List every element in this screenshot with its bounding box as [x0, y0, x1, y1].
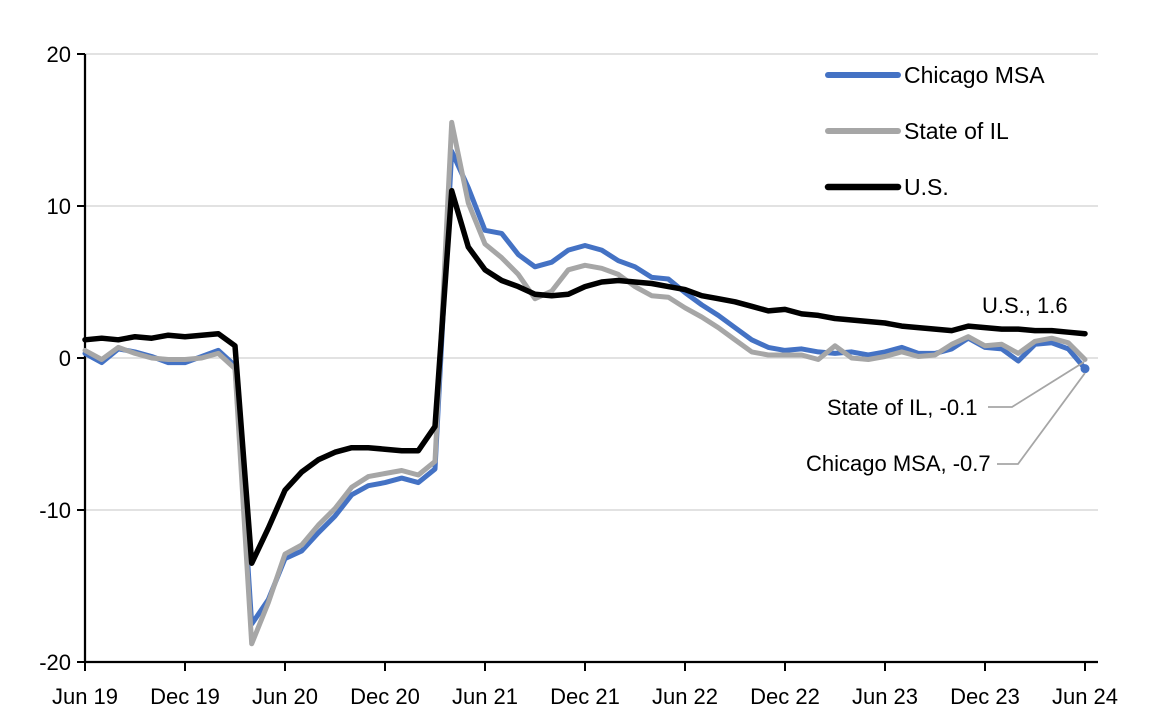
annotation-leader-chicago	[997, 372, 1086, 465]
series-end-dot-chicago-msa	[1080, 364, 1090, 374]
x-axis-label: Jun 22	[652, 684, 718, 709]
x-axis-label: Dec 19	[150, 684, 220, 709]
x-axis-label: Jun 19	[52, 684, 118, 709]
legend-item-u-s: U.S.	[824, 174, 949, 200]
series-line-state-of-il	[82, 119, 1088, 647]
axes: 20 10 0 -10 -20 Jun 19 Dec 19 Jun 20 Dec 20 Jun 2…	[39, 42, 1118, 709]
gridlines	[85, 53, 1098, 511]
legend-item-state-of-il: State of IL	[825, 118, 1009, 144]
x-axis-label: Dec 22	[750, 684, 820, 709]
series-lines	[82, 119, 1090, 647]
y-axis-label: -10	[39, 498, 71, 523]
x-axis-label: Jun 23	[852, 684, 918, 709]
legend-label-u-s: U.S.	[904, 174, 949, 200]
y-axis-label: 20	[47, 42, 71, 67]
x-axis-label: Dec 20	[350, 684, 420, 709]
legend-item-chicago-msa: Chicago MSA	[825, 62, 1045, 88]
legend-label-chicago-msa: Chicago MSA	[904, 62, 1045, 88]
annotations: U.S., 1.6 State of IL, -0.1 Chicago MSA, -…	[806, 293, 1086, 476]
x-axis-label: Dec 21	[550, 684, 620, 709]
x-axis-label: Dec 23	[950, 684, 1020, 709]
x-axis-label: Jun 20	[252, 684, 318, 709]
y-axis-label: 0	[59, 346, 71, 371]
y-axis-label: 10	[47, 194, 71, 219]
y-axis-label: -20	[39, 650, 71, 675]
x-axis-label: Jun 21	[452, 684, 518, 709]
x-axis-label: Jun 24	[1052, 684, 1118, 709]
legend: Chicago MSA State of IL U.S.	[824, 62, 1045, 200]
annotation-il: State of IL, -0.1	[827, 395, 977, 420]
annotation-us: U.S., 1.6	[982, 293, 1068, 318]
annotation-chicago: Chicago MSA, -0.7	[806, 451, 991, 476]
series-line-u-s	[82, 188, 1088, 566]
legend-label-state-of-il: State of IL	[904, 118, 1009, 144]
annotation-leader-il	[988, 361, 1085, 408]
